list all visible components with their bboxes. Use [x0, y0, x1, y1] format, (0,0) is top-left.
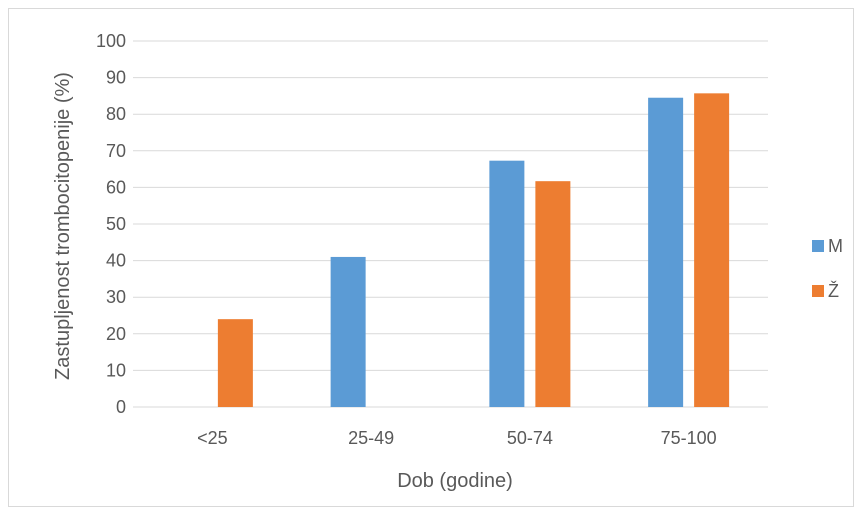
x-axis-title: Dob (godine) [397, 470, 513, 492]
y-axis-title: Zastupljenost trombocitopenije (%) [52, 72, 74, 380]
x-tick-label: 25-49 [348, 428, 394, 448]
legend: MŽ [812, 236, 843, 301]
y-tick-label: 20 [106, 324, 126, 344]
y-tick-label: 80 [106, 104, 126, 124]
y-tick-label: 100 [96, 31, 126, 51]
bar-M-25-49 [330, 256, 366, 407]
chart-frame: 0 10 20 30 40 50 60 70 80 90 100 <25 25-49 50-74 75-1… [8, 8, 854, 507]
x-tick-label: 50-74 [507, 428, 553, 448]
bars [217, 93, 730, 407]
legend-swatch [812, 240, 824, 252]
y-tick-label: 30 [106, 287, 126, 307]
y-tick-label: 10 [106, 360, 126, 380]
x-tick-label: <25 [197, 428, 228, 448]
bar-M-50-74 [489, 160, 525, 407]
y-tick-label: 90 [106, 68, 126, 88]
y-tick-label: 0 [116, 397, 126, 417]
y-tick-labels: 0 10 20 30 40 50 60 70 80 90 100 [96, 31, 126, 417]
y-tick-label: 40 [106, 251, 126, 271]
bar-Ž-50-74 [535, 181, 571, 407]
y-tick-label: 70 [106, 141, 126, 161]
bar-Ž-75-100 [694, 93, 730, 407]
legend-label: M [828, 236, 843, 256]
x-tick-labels: <25 25-49 50-74 75-100 [197, 428, 717, 448]
y-tick-label: 50 [106, 214, 126, 234]
y-tick-label: 60 [106, 177, 126, 197]
legend-swatch [812, 285, 824, 297]
bar-M-75-100 [648, 97, 684, 407]
x-tick-label: 75-100 [661, 428, 717, 448]
legend-label: Ž [828, 281, 839, 301]
bar-chart: 0 10 20 30 40 50 60 70 80 90 100 <25 25-49 50-74 75-1… [52, 31, 843, 492]
bar-Ž-<25 [217, 319, 253, 407]
